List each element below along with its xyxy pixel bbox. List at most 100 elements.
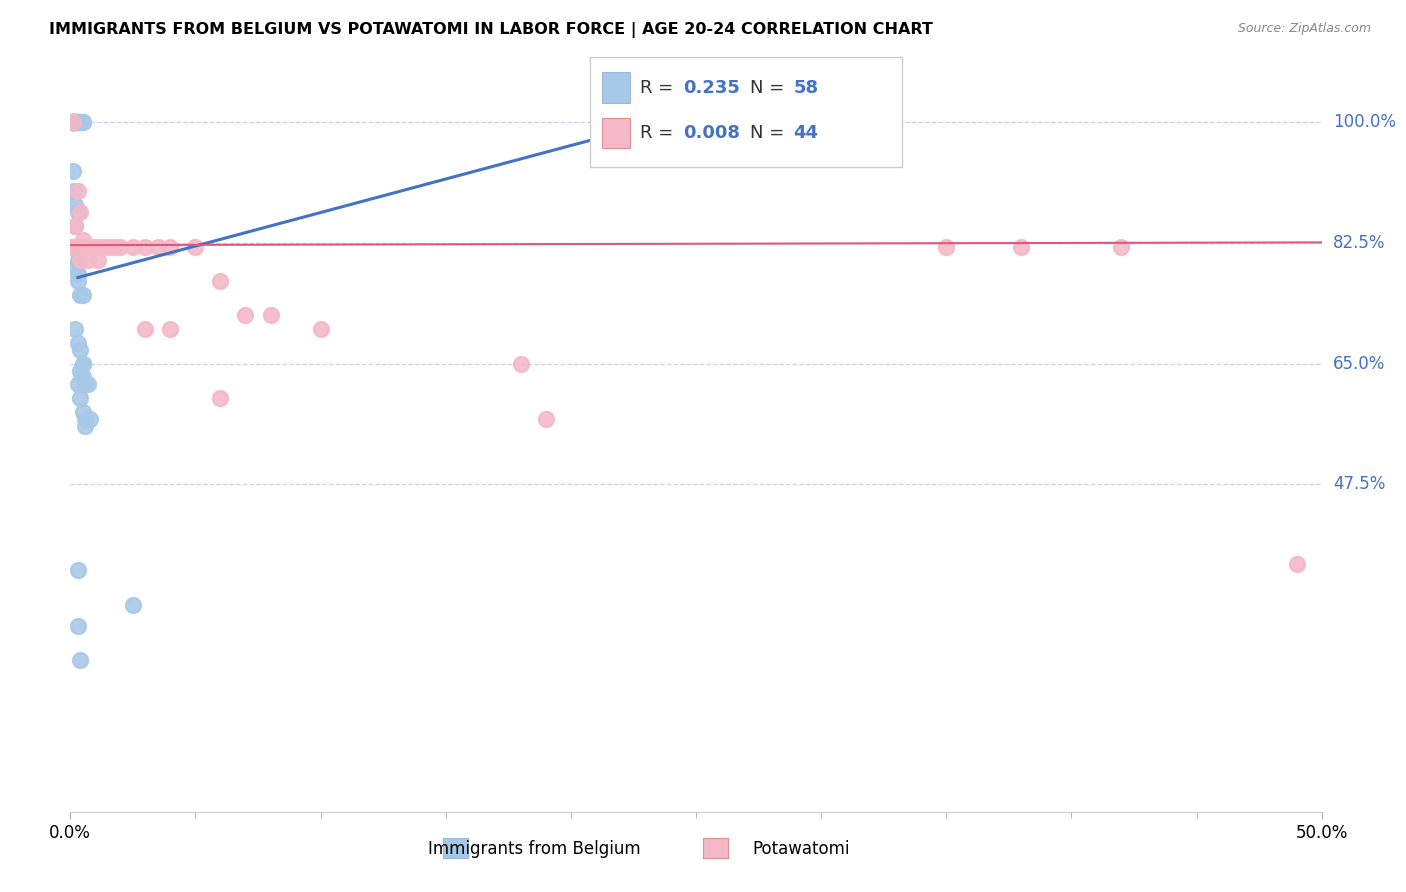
Point (72, 115, 94, 129)
Point (98, 239, 121, 253)
Point (75, 418, 97, 433)
Point (62, 115, 84, 129)
Point (184, 239, 207, 253)
Point (72, 287, 94, 301)
Point (66, 239, 89, 253)
Point (72, 357, 94, 371)
Point (1010, 239, 1032, 253)
FancyBboxPatch shape (589, 57, 903, 168)
Point (72, 239, 94, 253)
Text: 82.5%: 82.5% (1333, 234, 1385, 252)
Point (75, 412, 97, 426)
Point (509, 357, 531, 371)
Point (66, 185, 89, 199)
Text: 58: 58 (793, 78, 818, 96)
Point (65, 260, 87, 275)
Point (209, 274, 232, 288)
Point (82, 239, 104, 253)
Point (66, 205, 89, 219)
Point (62, 115, 84, 129)
Point (66, 115, 89, 129)
Point (62, 115, 84, 129)
Point (75, 239, 97, 253)
Point (65, 198, 87, 212)
Point (65, 219, 87, 233)
Text: R =: R = (640, 124, 679, 142)
Point (76, 377, 98, 392)
Text: 44: 44 (793, 124, 818, 142)
Point (62, 185, 84, 199)
Text: Source: ZipAtlas.com: Source: ZipAtlas.com (1237, 22, 1371, 36)
Point (209, 391, 232, 405)
Point (62, 115, 84, 129)
Point (84, 239, 107, 253)
Point (66, 267, 89, 281)
Point (65, 219, 87, 233)
Point (62, 115, 84, 129)
Point (72, 357, 94, 371)
Point (62, 239, 84, 253)
Point (66, 618, 89, 632)
Text: Immigrants from Belgium: Immigrants from Belgium (427, 840, 641, 858)
Text: 0.008: 0.008 (683, 124, 741, 142)
Point (122, 239, 145, 253)
Point (87, 253, 110, 268)
Text: 0.235: 0.235 (683, 78, 741, 96)
Point (122, 598, 145, 612)
Point (69, 239, 91, 253)
Point (66, 253, 89, 268)
Point (104, 239, 127, 253)
Point (309, 322, 332, 336)
Text: R =: R = (640, 78, 679, 96)
Point (62, 115, 84, 129)
Point (62, 115, 84, 129)
Point (62, 115, 84, 129)
Point (66, 115, 89, 129)
Text: 65.0%: 65.0% (1333, 355, 1385, 373)
Text: N =: N = (749, 124, 790, 142)
Point (65, 322, 87, 336)
Point (75, 239, 97, 253)
Point (69, 115, 91, 129)
Point (65, 115, 87, 129)
Point (1111, 239, 1133, 253)
Text: IMMIGRANTS FROM BELGIUM VS POTAWATOMI IN LABOR FORCE | AGE 20-24 CORRELATION CHA: IMMIGRANTS FROM BELGIUM VS POTAWATOMI IN… (49, 22, 934, 38)
Point (66, 564, 89, 578)
Point (72, 405, 94, 419)
Point (75, 239, 97, 253)
Point (62, 115, 84, 129)
Point (69, 363, 91, 377)
Point (79, 239, 101, 253)
Bar (602, 72, 630, 103)
Text: 100.0%: 100.0% (1333, 113, 1396, 131)
Point (1285, 557, 1308, 571)
Point (62, 115, 84, 129)
Point (534, 412, 557, 426)
Point (69, 253, 91, 268)
Point (65, 239, 87, 253)
Point (259, 309, 281, 323)
Point (62, 239, 84, 253)
Point (89, 239, 111, 253)
Point (72, 233, 94, 247)
Point (66, 274, 89, 288)
Point (62, 115, 84, 129)
Point (66, 115, 89, 129)
Point (69, 287, 91, 301)
Point (66, 239, 89, 253)
Point (66, 336, 89, 351)
Point (65, 115, 87, 129)
Point (69, 343, 91, 357)
Point (72, 115, 94, 129)
Point (66, 115, 89, 129)
Point (134, 239, 156, 253)
Point (62, 163, 84, 178)
Point (134, 322, 156, 336)
Point (65, 239, 87, 253)
Point (66, 377, 89, 392)
Point (69, 391, 91, 405)
Point (62, 115, 84, 129)
Point (159, 322, 181, 336)
Point (65, 115, 87, 129)
Text: 47.5%: 47.5% (1333, 475, 1385, 493)
